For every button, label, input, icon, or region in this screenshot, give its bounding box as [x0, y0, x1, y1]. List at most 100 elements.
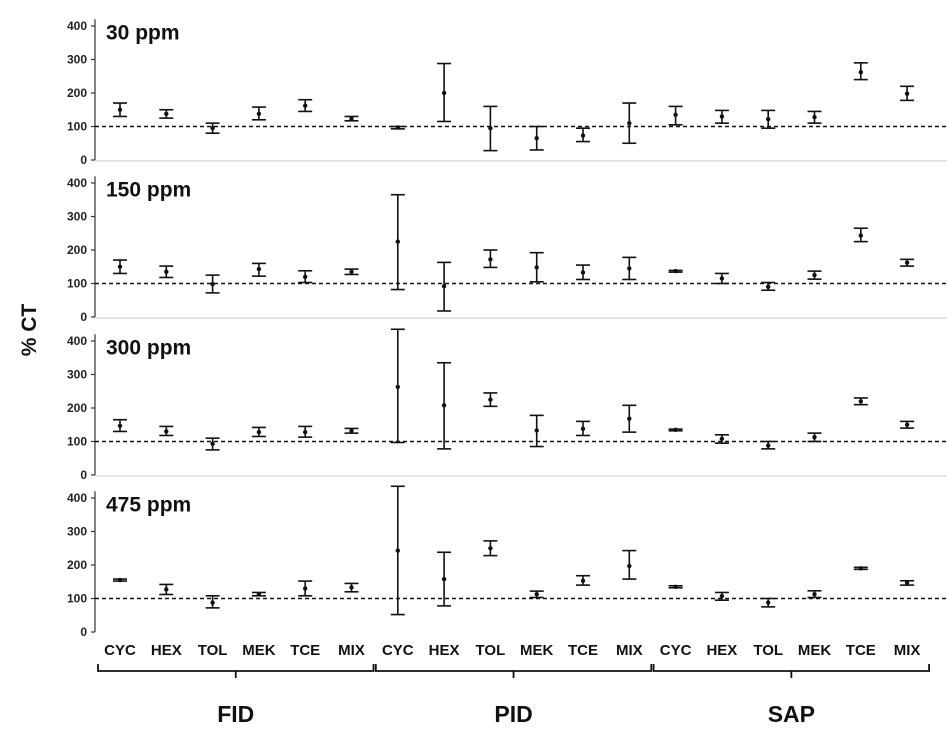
y-tick-label: 400	[67, 19, 87, 33]
mean-point	[164, 587, 169, 592]
panel: 0 100 200 300 400 300 ppm	[67, 328, 947, 482]
mean-point	[812, 114, 817, 120]
x-tick-label: MEK	[242, 642, 276, 659]
group-bracket	[374, 664, 653, 678]
x-axis: CYC HEX TOL MEK TCE MIX FID CYC HEX TOL MEK TCE MIX P…	[97, 642, 930, 727]
mean-point	[580, 133, 586, 138]
panel-title: 300 ppm	[106, 336, 191, 359]
mean-point	[673, 584, 678, 589]
x-tick-label: MIX	[338, 642, 365, 659]
x-tick-label: TCE	[568, 642, 598, 659]
mean-point	[858, 233, 863, 238]
y-tick-label: 400	[67, 491, 87, 505]
mean-point	[719, 276, 725, 281]
panel-title: 475 ppm	[106, 493, 191, 516]
group-bracket	[97, 664, 375, 678]
mean-point	[117, 107, 123, 112]
mean-point	[766, 600, 771, 605]
mean-point	[534, 265, 539, 270]
mean-point	[904, 422, 910, 427]
mean-point	[627, 266, 632, 271]
mean-point	[441, 90, 447, 96]
y-tick-label: 200	[67, 86, 87, 100]
y-tick-label: 400	[67, 176, 87, 190]
y-tick-label: 0	[80, 153, 87, 167]
mean-point	[349, 585, 354, 590]
mean-point	[349, 269, 354, 274]
x-tick-label: CYC	[104, 642, 136, 659]
mean-point	[812, 591, 817, 597]
mean-point	[488, 257, 493, 262]
mean-point	[256, 429, 262, 435]
mean-point	[534, 428, 539, 433]
panel: 0 100 200 300 400 30 ppm	[67, 19, 947, 167]
mean-point	[256, 591, 262, 597]
panel: 0 100 200 300 400 475 ppm	[67, 485, 947, 639]
mean-point	[627, 416, 632, 421]
mean-point	[858, 399, 863, 404]
group-label: PID	[494, 701, 532, 727]
mean-point	[395, 239, 400, 244]
y-tick-label: 200	[67, 558, 87, 572]
y-tick-label: 200	[67, 401, 87, 415]
x-tick-label: MEK	[798, 642, 832, 659]
y-tick-label: 100	[67, 592, 87, 606]
mean-point	[303, 274, 308, 279]
y-tick-label: 0	[80, 310, 87, 324]
mean-point	[117, 577, 123, 583]
mean-point	[256, 111, 262, 116]
y-tick-label: 300	[67, 210, 87, 224]
mean-point	[627, 563, 632, 569]
x-tick-label: CYC	[382, 642, 414, 659]
x-tick-label: MIX	[616, 642, 643, 659]
mean-point	[395, 548, 400, 553]
y-tick-label: 300	[67, 525, 87, 539]
group-label: FID	[217, 701, 254, 727]
mean-point	[210, 125, 215, 131]
y-tick-label: 200	[67, 243, 87, 257]
mean-point	[441, 283, 447, 289]
mean-point	[210, 281, 215, 287]
mean-point	[488, 125, 493, 131]
y-tick-label: 0	[80, 625, 87, 639]
mean-point	[766, 116, 771, 122]
y-tick-label: 300	[67, 368, 87, 382]
mean-point	[164, 429, 169, 434]
mean-point	[719, 114, 725, 119]
x-tick-label: TOL	[476, 642, 506, 659]
y-tick-label: 100	[67, 435, 87, 449]
mean-point	[904, 260, 910, 265]
x-tick-label: MIX	[894, 642, 921, 659]
mean-point	[488, 397, 493, 402]
mean-point	[580, 426, 586, 431]
x-tick-label: HEX	[151, 642, 182, 659]
y-tick-label: 300	[67, 53, 87, 67]
x-tick-label: CYC	[660, 642, 692, 659]
mean-point	[164, 269, 169, 274]
mean-point	[534, 136, 539, 141]
y-tick-label: 100	[67, 277, 87, 291]
mean-point	[441, 403, 447, 408]
mean-point	[164, 111, 169, 116]
group-bracket	[652, 664, 930, 678]
panel-title: 150 ppm	[106, 178, 191, 201]
mean-point	[349, 428, 354, 433]
y-tick-label: 400	[67, 334, 87, 348]
mean-point	[303, 429, 308, 435]
mean-point	[395, 125, 400, 130]
y-tick-label: 0	[80, 468, 87, 482]
mean-point	[812, 434, 817, 440]
mean-point	[766, 284, 771, 290]
mean-point	[117, 264, 123, 269]
panel: 0 100 200 300 400 150 ppm	[67, 176, 947, 324]
panel-title: 30 ppm	[106, 21, 180, 44]
mean-point	[858, 70, 863, 75]
mean-point	[210, 600, 215, 605]
x-tick-label: HEX	[429, 642, 460, 659]
mean-point	[673, 427, 678, 432]
mean-point	[858, 566, 863, 571]
mean-point	[673, 268, 678, 274]
mean-point	[580, 578, 586, 583]
mean-point	[303, 103, 308, 108]
